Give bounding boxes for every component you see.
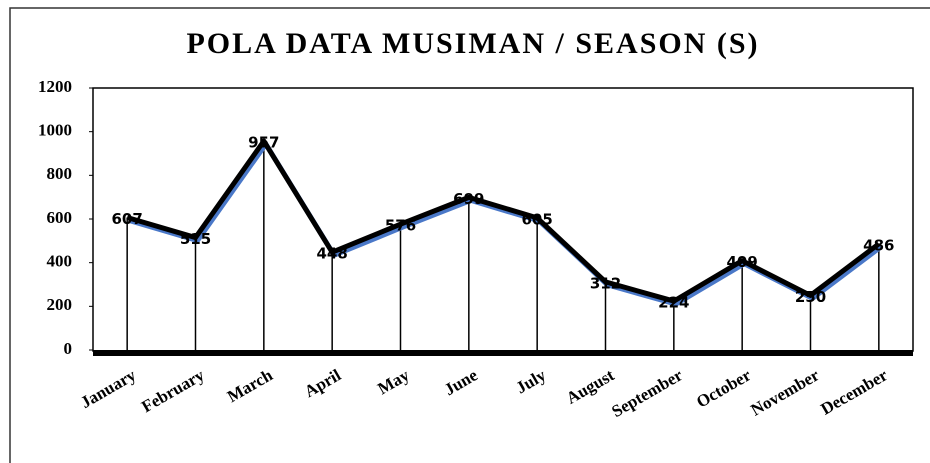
x-tick-label: October <box>693 365 754 411</box>
x-tick-label: July <box>513 365 550 397</box>
data-label: 486 <box>863 236 894 254</box>
x-tick-label: August <box>563 365 618 408</box>
data-label: 312 <box>590 274 621 292</box>
x-tick-label: April <box>301 365 344 401</box>
x-tick-label: May <box>374 365 413 398</box>
data-label: 699 <box>453 190 484 208</box>
data-label: 607 <box>112 210 143 228</box>
chart-title: POLA DATA MUSIMAN / SEASON (S) <box>186 27 759 60</box>
chart-frame <box>9 7 930 463</box>
y-tick-label: 200 <box>47 295 73 314</box>
x-tick-label: June <box>441 365 481 399</box>
plot-frame <box>92 87 914 352</box>
x-tick-label: January <box>77 365 139 412</box>
x-tick-label: September <box>608 365 686 421</box>
y-tick-label: 1200 <box>38 77 72 96</box>
y-tick-label: 0 <box>64 339 73 358</box>
data-label: 409 <box>727 253 758 271</box>
data-label: 957 <box>248 134 279 152</box>
data-label: 515 <box>180 230 211 248</box>
data-label: 605 <box>522 210 553 228</box>
data-label: 448 <box>317 245 348 263</box>
y-tick-label: 600 <box>47 208 73 227</box>
y-tick-label: 1000 <box>38 121 72 140</box>
x-tick-label: December <box>818 365 892 418</box>
data-label: 576 <box>385 217 416 235</box>
x-tick-label: November <box>748 365 823 419</box>
data-label: 224 <box>658 294 689 312</box>
x-tick-label: March <box>224 365 276 406</box>
y-tick-label: 800 <box>47 164 73 183</box>
line <box>126 138 881 304</box>
y-tick-label: 400 <box>47 252 73 271</box>
x-tick-label: February <box>138 365 208 416</box>
data-label: 250 <box>795 288 826 306</box>
